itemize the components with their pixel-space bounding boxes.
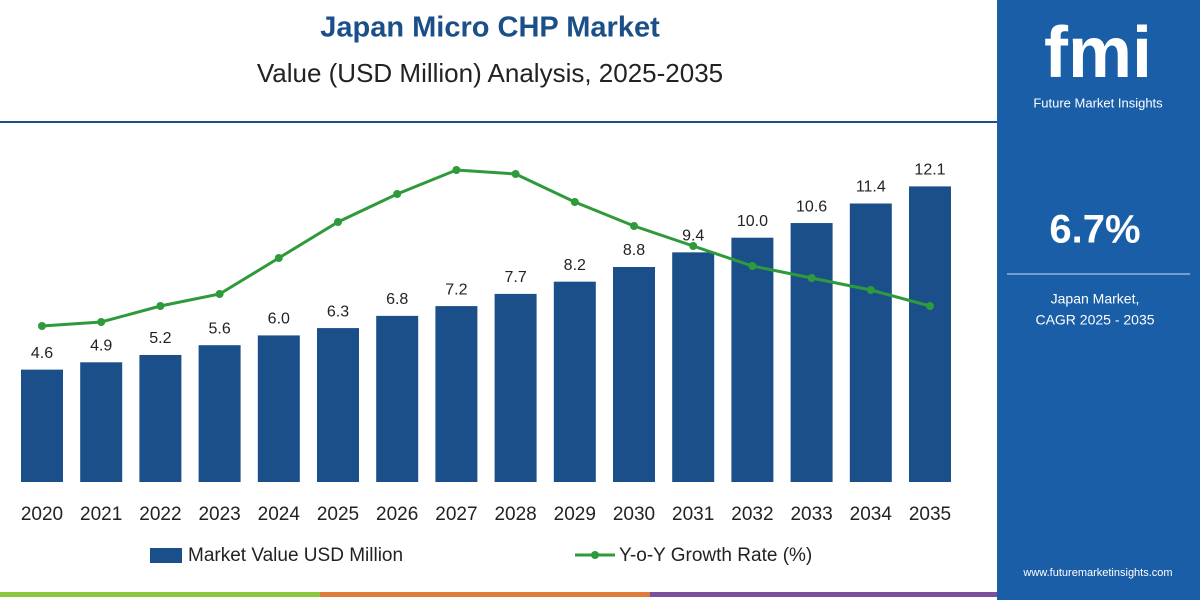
bar xyxy=(257,335,300,482)
legend-swatch xyxy=(150,548,182,563)
x-tick-label: 2021 xyxy=(80,504,122,525)
x-tick-label: 2025 xyxy=(317,504,359,525)
value-label: 6.8 xyxy=(386,291,408,308)
value-label: 10.6 xyxy=(796,198,827,215)
line-marker xyxy=(926,302,934,310)
bar xyxy=(80,362,123,482)
chart-subtitle: Value (USD Million) Analysis, 2025-2035 xyxy=(257,58,723,88)
line-marker xyxy=(334,218,342,226)
line-marker xyxy=(866,286,875,294)
x-tick-label: 2030 xyxy=(613,504,655,525)
value-label: 12.1 xyxy=(914,162,945,179)
value-label: 8.2 xyxy=(564,257,586,274)
x-tick-label: 2020 xyxy=(21,504,63,525)
x-tick-label: 2028 xyxy=(494,504,536,525)
line-marker xyxy=(689,242,698,250)
value-label: 4.6 xyxy=(31,345,53,362)
bar xyxy=(909,186,951,483)
chart-title: Japan Micro CHP Market xyxy=(320,12,660,44)
bar xyxy=(198,345,241,482)
bar xyxy=(731,237,774,482)
value-label: 7.2 xyxy=(445,281,467,298)
value-label: 4.9 xyxy=(90,338,112,355)
legend-swatch xyxy=(591,551,599,559)
x-tick-label: 2026 xyxy=(376,504,418,525)
value-label: 5.2 xyxy=(149,330,171,347)
x-tick-label: 2022 xyxy=(139,504,181,525)
bar xyxy=(494,293,537,482)
x-tick-label: 2033 xyxy=(790,504,832,525)
value-label: 9.4 xyxy=(682,228,704,245)
bar xyxy=(849,203,892,483)
value-label: 10.0 xyxy=(737,213,768,230)
line-marker xyxy=(38,322,46,330)
cagr-caption: Japan Market, xyxy=(1051,291,1140,307)
line-marker xyxy=(452,166,461,174)
line-marker xyxy=(215,290,224,298)
line-marker xyxy=(570,198,579,206)
line-marker xyxy=(156,302,165,310)
x-tick-label: 2034 xyxy=(850,504,893,525)
x-tick-label: 2031 xyxy=(672,504,714,525)
cagr-value: 6.7% xyxy=(1049,208,1140,252)
bar xyxy=(21,369,63,482)
stripe xyxy=(650,592,997,597)
x-tick-label: 2024 xyxy=(258,504,301,525)
value-label: 7.7 xyxy=(504,269,526,286)
brand: Future Market Insights xyxy=(1033,95,1163,110)
x-tick-label: 2023 xyxy=(198,504,240,525)
x-tick-label: 2027 xyxy=(435,504,477,525)
x-tick-label: 2035 xyxy=(909,504,951,525)
x-tick-label: 2032 xyxy=(731,504,773,525)
value-label: 11.4 xyxy=(856,179,886,196)
line-marker xyxy=(630,222,638,230)
cagr-caption: CAGR 2025 - 2035 xyxy=(1035,312,1154,328)
bar xyxy=(435,306,478,482)
bar xyxy=(376,315,419,482)
line-marker xyxy=(807,274,816,282)
logo: fmi xyxy=(1044,13,1152,93)
line-marker xyxy=(511,170,520,178)
bar xyxy=(613,267,655,482)
line-marker xyxy=(748,262,757,270)
line-marker xyxy=(274,254,283,262)
value-label: 6.3 xyxy=(327,303,349,320)
legend-label: Y-o-Y Growth Rate (%) xyxy=(619,545,812,566)
line-marker xyxy=(97,318,106,326)
bar xyxy=(672,252,715,482)
bar xyxy=(317,328,359,482)
legend-label: Market Value USD Million xyxy=(188,545,403,566)
website: www.futuremarketinsights.com xyxy=(1022,567,1172,579)
x-tick-label: 2029 xyxy=(554,504,596,525)
bar xyxy=(553,281,596,482)
value-label: 6.0 xyxy=(268,311,290,328)
bar xyxy=(790,223,833,483)
growth-line xyxy=(41,168,931,328)
bar xyxy=(139,354,182,482)
stripe xyxy=(0,592,320,597)
value-label: 5.6 xyxy=(208,320,230,337)
stripe xyxy=(320,592,650,597)
side-panel xyxy=(997,0,1200,600)
line-marker xyxy=(393,190,402,198)
value-label: 8.8 xyxy=(623,242,645,259)
